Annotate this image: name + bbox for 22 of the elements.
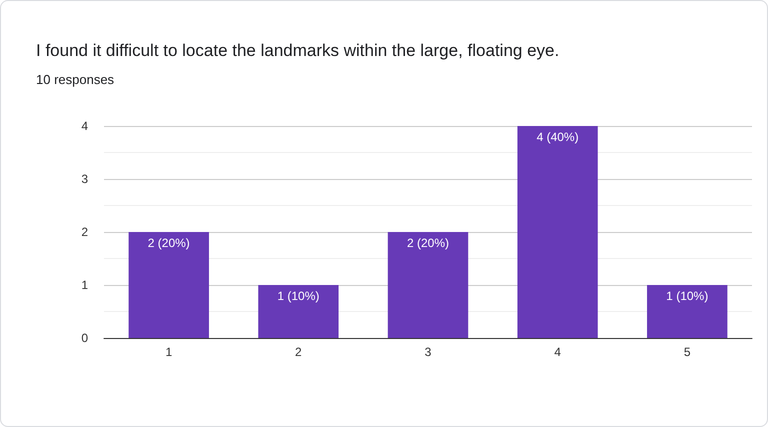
y-tick-label: 2 bbox=[81, 225, 88, 239]
data-label: 2 (20%) bbox=[148, 236, 190, 250]
bar bbox=[258, 285, 339, 338]
y-tick-label: 4 bbox=[81, 119, 88, 133]
bar bbox=[388, 232, 468, 338]
x-tick-label: 1 bbox=[165, 345, 172, 359]
data-label: 1 (10%) bbox=[666, 289, 708, 303]
data-label: 1 (10%) bbox=[277, 289, 320, 303]
x-tick-label: 3 bbox=[424, 345, 432, 359]
y-tick-label: 3 bbox=[81, 172, 88, 186]
chart-title: I found it difficult to locate the landmarks within the large, floating eye. bbox=[36, 41, 560, 60]
data-label: 2 (20%) bbox=[406, 236, 450, 250]
data-label: 4 (40%) bbox=[536, 130, 579, 144]
x-tick-label: 5 bbox=[684, 345, 691, 359]
x-tick-label: 2 bbox=[295, 345, 302, 359]
y-tick-label: 1 bbox=[81, 278, 88, 292]
bar bbox=[517, 126, 598, 338]
bar bbox=[647, 285, 728, 338]
bar bbox=[128, 232, 209, 338]
x-tick-label: 4 bbox=[554, 345, 562, 359]
chart-subtitle: 10 responses bbox=[36, 72, 115, 87]
y-tick-label: 0 bbox=[81, 331, 88, 345]
